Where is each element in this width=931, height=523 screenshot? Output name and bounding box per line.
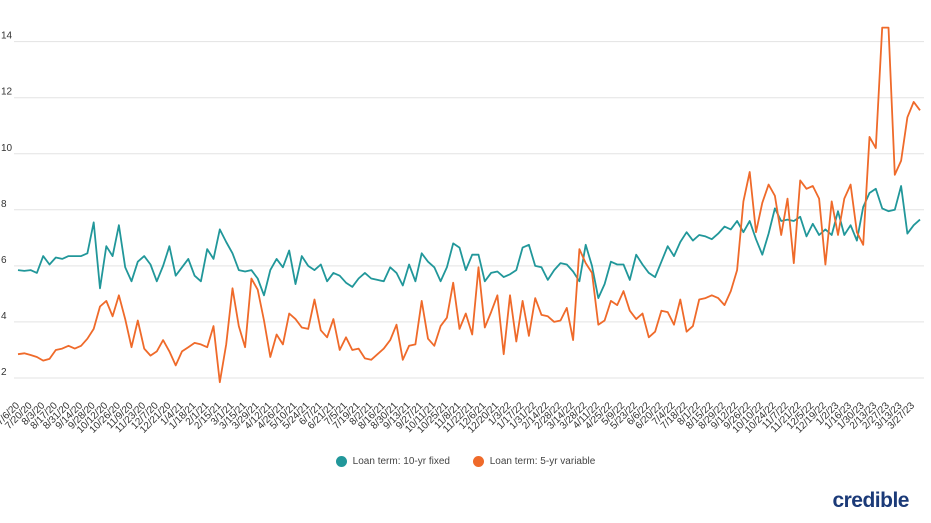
series-line-10yr-fixed (17, 185, 921, 300)
legend-label-10yr-fixed: Loan term: 10-yr fixed (352, 456, 450, 467)
series-line-5yr-variable (17, 26, 921, 384)
y-tick-label: 10 (1, 143, 13, 154)
y-tick-label: 4 (1, 311, 7, 322)
credible-logo: credible (832, 489, 909, 512)
legend-swatch-5yr-variable (472, 456, 484, 467)
legend-swatch-10yr-fixed (335, 456, 347, 467)
y-tick-label: 2 (1, 367, 7, 378)
y-tick-label: 14 (1, 31, 13, 42)
series-lines (17, 26, 921, 384)
y-tick-label: 6 (1, 255, 7, 266)
y-tick-label: 12 (1, 87, 13, 98)
legend-item-10yr-fixed: Loan term: 10-yr fixed (335, 456, 450, 467)
gridlines (14, 41, 924, 379)
y-tick-label: 8 (1, 199, 7, 210)
legend-item-5yr-variable: Loan term: 5-yr variable (472, 456, 596, 467)
legend-label-5yr-variable: Loan term: 5-yr variable (489, 456, 596, 467)
legend: Loan term: 10-yr fixed Loan term: 5-yr v… (0, 456, 931, 470)
y-axis: 2 4 6 8 10 12 14 (1, 31, 13, 378)
line-chart: 2 4 6 8 10 12 14 7/6/207/20/208/3/208/17/208/3… (0, 26, 924, 436)
x-axis: 7/6/207/20/208/3/208/17/208/31/209/14/20… (0, 400, 917, 436)
